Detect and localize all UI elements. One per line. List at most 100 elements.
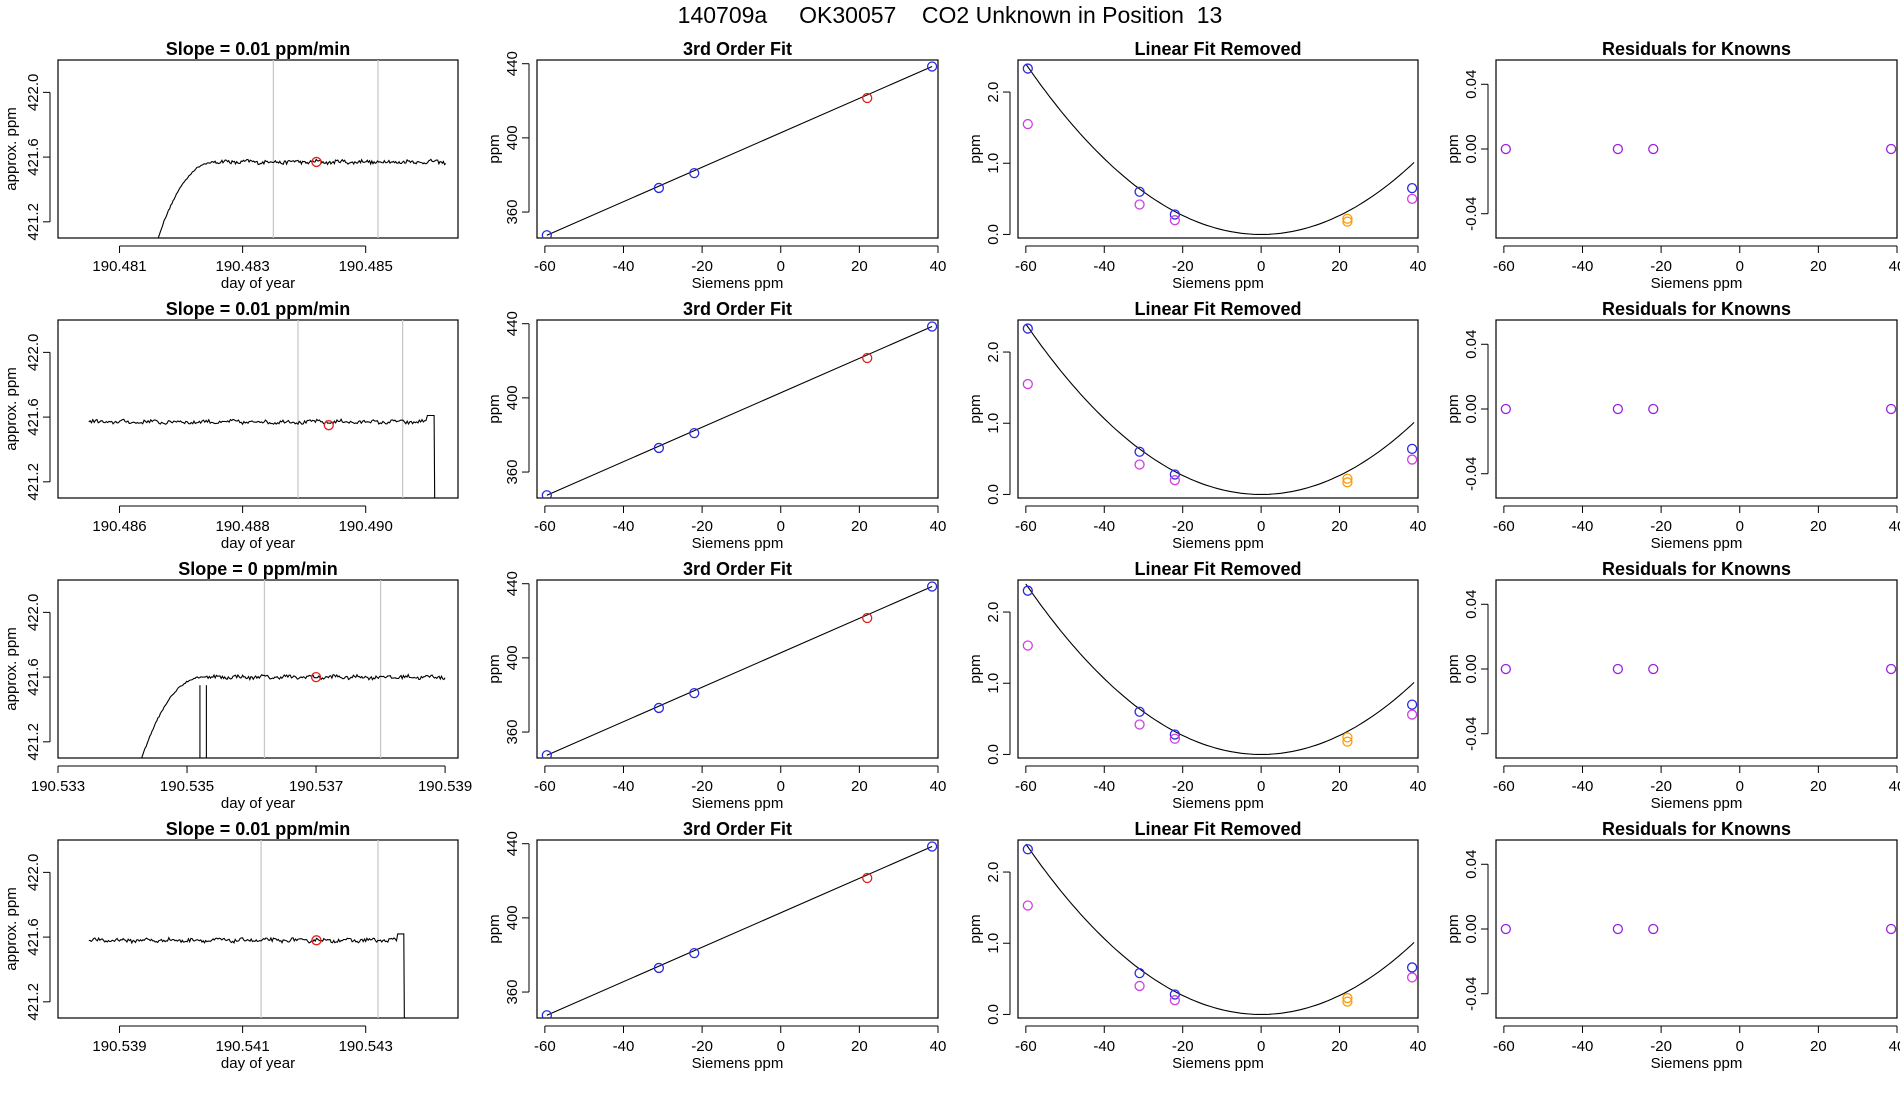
x-tick-label: -40 (1572, 1038, 1594, 1055)
y-tick-label: 0.00 (1463, 654, 1480, 683)
x-axis-label: Siemens ppm (1651, 535, 1743, 552)
plot-data (541, 581, 938, 758)
plot-title: Slope = 0.01 ppm/min (166, 39, 351, 59)
y-axis-label: approx. ppm (3, 627, 20, 710)
data-point (1134, 719, 1145, 730)
plot-r2c3: Linear Fit Removed -60 -40 -20 0 20 40 Siemens … (967, 299, 1426, 552)
y-tick-label: 421.6 (25, 918, 42, 956)
plot-title: Slope = 0 ppm/min (178, 559, 338, 579)
x-tick-label: -40 (1093, 778, 1115, 795)
x-tick-label: -60 (1493, 518, 1515, 535)
data-point (926, 321, 938, 332)
x-axis-label: Siemens ppm (692, 535, 784, 552)
page-title: 140709a OK30057 CO2 Unknown in Position … (677, 2, 1223, 28)
y-axis-label: approx. ppm (3, 887, 20, 970)
plot-frame (1017, 839, 1419, 1019)
plot-r1c1: Slope = 0.01 ppm/min 190.481 190.483 190.48… (3, 39, 459, 292)
x-axis-label: Siemens ppm (692, 275, 784, 292)
x-axis-label: day of year (221, 1055, 295, 1072)
x-axis-label: day of year (221, 275, 295, 292)
x-tick-label: 40 (930, 258, 947, 275)
x-tick-label: -40 (613, 778, 635, 795)
y-tick-label: 440 (504, 571, 521, 596)
plot-title: Linear Fit Removed (1134, 819, 1301, 839)
x-tick-label: 0 (1736, 258, 1744, 275)
x-axis-label: Siemens ppm (1172, 795, 1264, 812)
x-tick-label: -20 (691, 258, 713, 275)
x-tick-label: -20 (691, 518, 713, 535)
y-tick-label: 421.2 (25, 983, 42, 1021)
y-tick-label: 2.0 (985, 862, 1002, 883)
plot-r2c2: 3rd Order Fit -60 -40 -20 0 20 40 Siemens ppm 36… (486, 299, 946, 552)
x-tick-label: 40 (930, 1038, 947, 1055)
x-tick-label: -20 (1650, 258, 1672, 275)
plot-frame (536, 579, 939, 759)
y-tick-label: 360 (504, 200, 521, 225)
plot-frame (1495, 839, 1898, 1019)
data-point (1169, 995, 1181, 1006)
data-point (1169, 475, 1181, 486)
x-tick-label: -40 (613, 258, 635, 275)
data-point (1022, 118, 1033, 130)
x-tick-label: -20 (1172, 1038, 1194, 1055)
data-point (1612, 143, 1624, 155)
y-tick-label: 1.0 (985, 413, 1002, 434)
x-tick-label: 20 (1810, 778, 1827, 795)
x-tick-label: 40 (1410, 518, 1427, 535)
x-tick-label: 190.533 (31, 778, 85, 795)
data-point (1022, 640, 1033, 651)
y-tick-label: 2.0 (985, 602, 1002, 623)
x-axis-label: Siemens ppm (1651, 1055, 1743, 1072)
sample-marker (311, 156, 322, 168)
plot-frame (536, 59, 939, 239)
x-tick-label: 190.539 (92, 1038, 146, 1055)
x-tick-label: 40 (1410, 1038, 1427, 1055)
x-tick-label: -60 (534, 518, 556, 535)
y-tick-label: 421.6 (25, 138, 42, 176)
y-tick-label: 0.00 (1463, 394, 1480, 423)
data-point (1885, 403, 1897, 415)
plot-data (157, 60, 447, 238)
plot-frame (1495, 579, 1898, 759)
y-axis-label: ppm (486, 654, 503, 683)
x-tick-label: 190.483 (215, 258, 269, 275)
x-tick-label: -40 (613, 518, 635, 535)
plot-frame (1495, 319, 1898, 499)
data-point (1406, 443, 1418, 455)
data-point (1500, 143, 1511, 155)
plot-r4c2: 3rd Order Fit -60 -40 -20 0 20 40 Siemens ppm 36… (486, 819, 946, 1072)
y-tick-label: 421.6 (25, 398, 42, 436)
data-point (1134, 446, 1145, 457)
x-axis-label: Siemens ppm (1651, 795, 1743, 812)
x-tick-label: 20 (1810, 1038, 1827, 1055)
x-tick-label: 190.535 (160, 778, 214, 795)
y-tick-label: 2.0 (985, 342, 1002, 363)
y-axis-label: ppm (967, 134, 984, 163)
fit-curve (1025, 63, 1415, 235)
data-point (1500, 923, 1511, 935)
y-tick-label: 360 (504, 720, 521, 745)
y-axis-label: ppm (486, 134, 503, 163)
x-tick-label: 40 (1889, 1038, 1900, 1055)
plot-r3c2: 3rd Order Fit -60 -40 -20 0 20 40 Siemens ppm 36… (486, 559, 946, 812)
x-tick-label: 0 (777, 258, 785, 275)
plot-frame (1017, 579, 1419, 759)
data-point (541, 750, 552, 758)
y-tick-label: 422.0 (25, 854, 42, 892)
data-point (1342, 736, 1353, 747)
data-point (1342, 213, 1353, 224)
x-tick-label: -60 (534, 778, 556, 795)
y-tick-label: 0.04 (1463, 590, 1480, 619)
fit-line (546, 65, 933, 236)
y-tick-label: 421.2 (25, 463, 42, 501)
data-point (689, 947, 700, 959)
y-axis-label: ppm (1445, 654, 1462, 683)
x-axis-label: Siemens ppm (1651, 275, 1743, 292)
plot-title: Residuals for Knowns (1602, 819, 1791, 839)
x-tick-label: 20 (1331, 778, 1348, 795)
plot-frame (536, 319, 939, 499)
x-tick-label: 190.481 (92, 258, 146, 275)
y-tick-label: 1.0 (985, 153, 1002, 174)
x-tick-label: -60 (1015, 778, 1037, 795)
plot-title: 3rd Order Fit (683, 39, 792, 59)
